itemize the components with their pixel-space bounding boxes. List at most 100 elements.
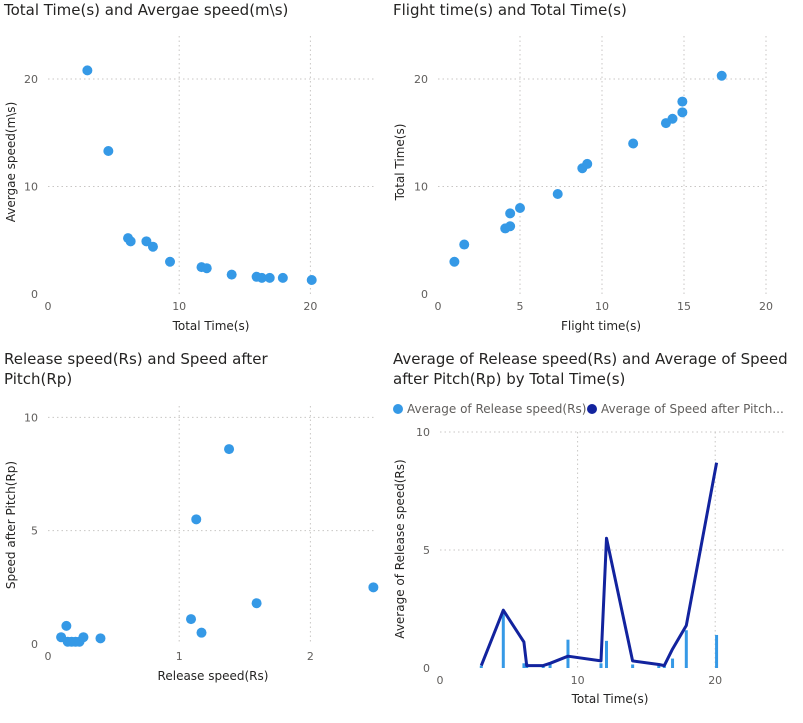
legend-marker-release-speed bbox=[393, 404, 403, 414]
bar bbox=[684, 630, 688, 668]
scatter-point bbox=[459, 239, 470, 250]
bar bbox=[671, 658, 675, 668]
scatter-point bbox=[449, 256, 460, 267]
chart1-y-axis-label: Avergae speed(m\s) bbox=[4, 102, 18, 222]
x-tick-label: 15 bbox=[677, 300, 691, 313]
scatter-point bbox=[95, 633, 106, 644]
scatter-point bbox=[61, 620, 72, 631]
y-tick-label: 10 bbox=[416, 426, 430, 439]
chart4-title-line1: Average of Release speed(Rs) and Average… bbox=[393, 350, 788, 368]
y-tick-label: 0 bbox=[421, 288, 428, 301]
legend-marker-speed-after-pitch bbox=[587, 404, 597, 414]
scatter-point bbox=[147, 241, 158, 252]
y-tick-label: 20 bbox=[24, 73, 38, 86]
bar bbox=[479, 665, 483, 668]
chart-release-speed-vs-speed-after-pitch: Release speed(Rs) and Speed after Pitch(… bbox=[4, 350, 379, 683]
scatter-point bbox=[201, 263, 212, 274]
x-tick-label: 0 bbox=[45, 300, 52, 313]
scatter-point bbox=[277, 272, 288, 283]
chart-flight-time-vs-total-time: Flight time(s) and Total Time(s) 0 5 10 15 2… bbox=[393, 1, 773, 333]
chart3-y-axis-label: Speed after Pitch(Rp) bbox=[4, 461, 18, 589]
scatter-point bbox=[191, 514, 202, 525]
chart-total-time-vs-average-speed: Total Time(s) and Avergae speed(m\s) 0 10… bbox=[3, 1, 376, 333]
chart2-y-axis-label: Total Time(s) bbox=[393, 124, 407, 202]
series-line-speed-after-pitch bbox=[479, 462, 719, 668]
x-tick-label: 0 bbox=[437, 674, 444, 687]
scatter-point bbox=[515, 203, 525, 213]
y-tick-label: 0 bbox=[31, 288, 38, 301]
chart2-tick-labels: 0 5 10 15 20 0 10 20 bbox=[414, 73, 773, 313]
y-tick-label: 0 bbox=[423, 662, 430, 675]
scatter-point bbox=[628, 138, 639, 149]
x-tick-label: 20 bbox=[708, 674, 722, 687]
y-tick-label: 5 bbox=[31, 525, 38, 538]
bar bbox=[631, 664, 635, 668]
chart-average-speeds-by-total-time: Average of Release speed(Rs) and Average… bbox=[393, 350, 788, 706]
chart2-x-axis-label: Flight time(s) bbox=[561, 319, 641, 333]
bar bbox=[566, 639, 570, 668]
scatter-point bbox=[264, 272, 275, 283]
scatter-point bbox=[505, 221, 516, 232]
chart3-gridlines bbox=[48, 406, 376, 644]
chart1-x-axis-label: Total Time(s) bbox=[172, 319, 250, 333]
scatter-point bbox=[368, 582, 379, 593]
legend-label-speed-after-pitch: Average of Speed after Pitch... bbox=[601, 402, 784, 416]
chart2-title: Flight time(s) and Total Time(s) bbox=[393, 1, 627, 19]
chart2-points bbox=[449, 70, 727, 267]
y-tick-label: 10 bbox=[24, 411, 38, 424]
scatter-point bbox=[306, 275, 317, 286]
y-tick-label: 20 bbox=[414, 73, 428, 86]
chart3-title-line2: Pitch(Rp) bbox=[4, 370, 72, 388]
chart4-marks bbox=[479, 462, 719, 668]
bar bbox=[604, 640, 608, 668]
scatter-point bbox=[82, 65, 93, 76]
chart3-title-line1: Release speed(Rs) and Speed after bbox=[4, 350, 268, 368]
chart4-tick-labels: 0 10 20 0 5 10 bbox=[416, 426, 722, 687]
bar bbox=[715, 634, 719, 668]
x-tick-label: 20 bbox=[759, 300, 773, 313]
bar bbox=[522, 663, 526, 668]
x-tick-label: 10 bbox=[595, 300, 609, 313]
scatter-point bbox=[716, 70, 727, 81]
x-tick-label: 0 bbox=[435, 300, 442, 313]
scatter-point bbox=[505, 208, 516, 219]
scatter-point bbox=[165, 256, 176, 267]
scatter-point bbox=[256, 272, 267, 283]
y-tick-label: 0 bbox=[31, 638, 38, 651]
bar bbox=[501, 610, 505, 668]
x-tick-label: 5 bbox=[517, 300, 524, 313]
scatter-point bbox=[224, 444, 235, 455]
chart4-y-axis-label: Average of Release speed(Rs) bbox=[393, 459, 407, 638]
scatter-point bbox=[125, 236, 136, 247]
chart1-gridlines bbox=[48, 36, 376, 294]
x-tick-label: 10 bbox=[172, 300, 186, 313]
scatter-point bbox=[552, 189, 563, 200]
x-tick-label: 20 bbox=[303, 300, 317, 313]
scatter-point bbox=[78, 632, 89, 643]
chart4-x-axis-label: Total Time(s) bbox=[571, 692, 649, 706]
chart3-points bbox=[56, 444, 379, 647]
scatter-point bbox=[677, 107, 688, 118]
scatter-point bbox=[186, 614, 197, 625]
y-tick-label: 10 bbox=[414, 181, 428, 194]
y-tick-label: 5 bbox=[423, 544, 430, 557]
y-tick-label: 10 bbox=[24, 181, 38, 194]
chart4-legend: Average of Release speed(Rs) Average of … bbox=[393, 402, 784, 416]
bar bbox=[548, 662, 552, 668]
chart3-x-axis-label: Release speed(Rs) bbox=[158, 669, 269, 683]
scatter-point bbox=[103, 146, 114, 157]
chart1-tick-labels: 0 10 20 0 10 20 bbox=[24, 73, 317, 313]
chart4-title-line2: after Pitch(Rp) by Total Time(s) bbox=[393, 370, 625, 388]
bar bbox=[599, 663, 603, 668]
scatter-point bbox=[196, 627, 207, 638]
scatter-point bbox=[251, 598, 262, 609]
scatter-point bbox=[677, 96, 688, 107]
x-tick-label: 2 bbox=[307, 650, 314, 663]
x-tick-label: 1 bbox=[176, 650, 183, 663]
chart1-title: Total Time(s) and Avergae speed(m\s) bbox=[3, 1, 288, 19]
x-tick-label: 0 bbox=[45, 650, 52, 663]
scatter-point bbox=[226, 269, 237, 280]
chart1-points bbox=[82, 65, 317, 286]
legend-label-release-speed: Average of Release speed(Rs) bbox=[407, 402, 586, 416]
